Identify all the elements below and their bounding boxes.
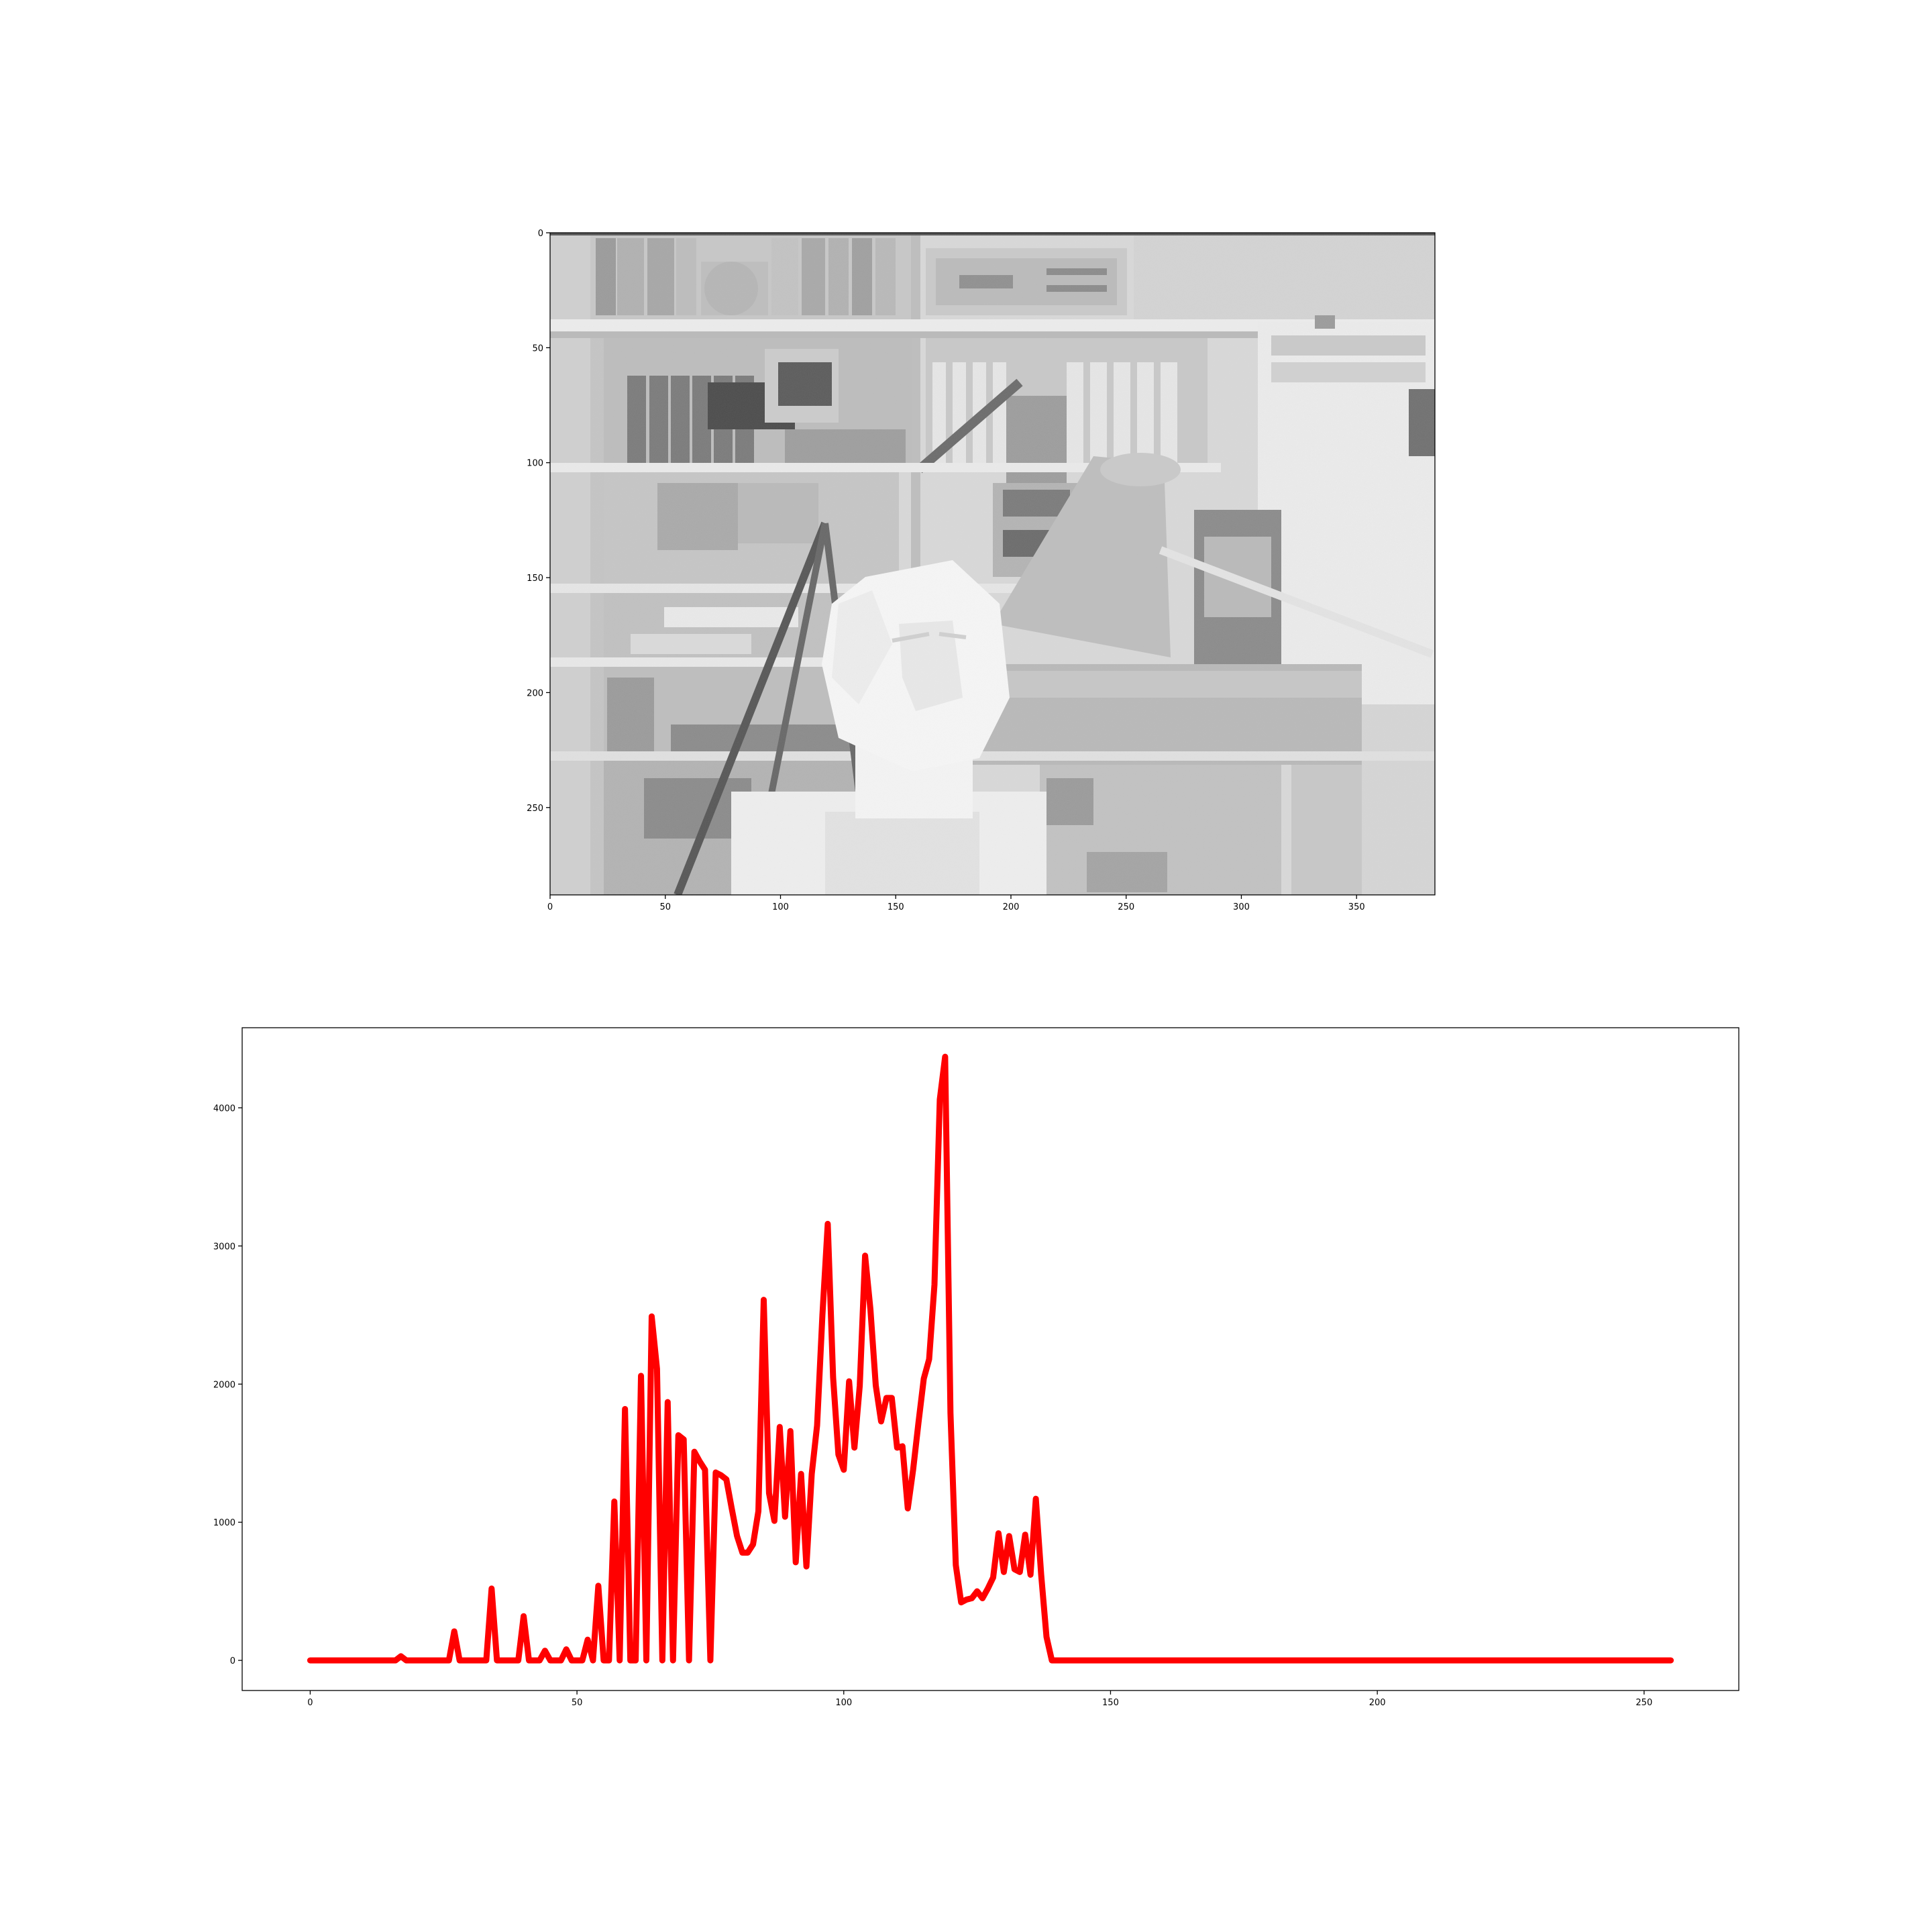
image-y-tick-label: 150 [527,574,543,584]
histogram-panel: 0 50 100 150 200 250 0 1000 2000 3000 4000 [213,1027,1739,1708]
image-y-tick-label: 0 [538,229,543,239]
image-x-tick-label: 50 [659,902,671,912]
plot-x-tick-label: 250 [1635,1698,1652,1708]
image-panel: 0 50 100 150 200 250 300 350 0 50 100 150 200 250 [527,229,1436,912]
image-x-tick-label: 0 [547,902,553,912]
image-axes-frame [549,232,1436,896]
image-y-ticks: 0 50 100 150 200 250 [527,229,550,814]
image-y-tick-label: 200 [527,688,543,698]
image-y-tick-label: 250 [527,804,543,814]
plot-y-ticks: 0 1000 2000 3000 4000 [213,1104,242,1666]
plot-x-tick-label: 50 [572,1698,583,1708]
image-x-tick-label: 100 [772,902,789,912]
plot-y-tick-label: 2000 [213,1380,235,1390]
plot-x-tick-label: 150 [1102,1698,1119,1708]
plot-y-tick-label: 0 [230,1656,235,1666]
image-x-tick-label: 250 [1118,902,1134,912]
image-x-tick-label: 350 [1348,902,1365,912]
plot-x-tick-label: 0 [307,1698,313,1708]
image-x-ticks: 0 50 100 150 200 250 300 350 [547,895,1365,912]
image-y-tick-label: 50 [532,343,543,354]
plot-x-ticks: 0 50 100 150 200 250 [307,1690,1652,1708]
plot-y-tick-label: 4000 [213,1104,235,1114]
plot-x-tick-label: 100 [835,1698,852,1708]
plot-y-tick-label: 1000 [213,1518,235,1528]
plot-y-tick-label: 3000 [213,1242,235,1252]
series-line [307,1053,1674,1664]
image-x-tick-label: 150 [888,902,904,912]
image-y-tick-label: 100 [527,459,543,469]
plot-series [307,1053,1674,1664]
image-x-tick-label: 200 [1003,902,1020,912]
image-x-tick-label: 300 [1233,902,1250,912]
plot-axes-frame [241,1027,1739,1691]
grayscale-scene-image [550,233,1435,895]
plot-x-tick-label: 200 [1369,1698,1386,1708]
